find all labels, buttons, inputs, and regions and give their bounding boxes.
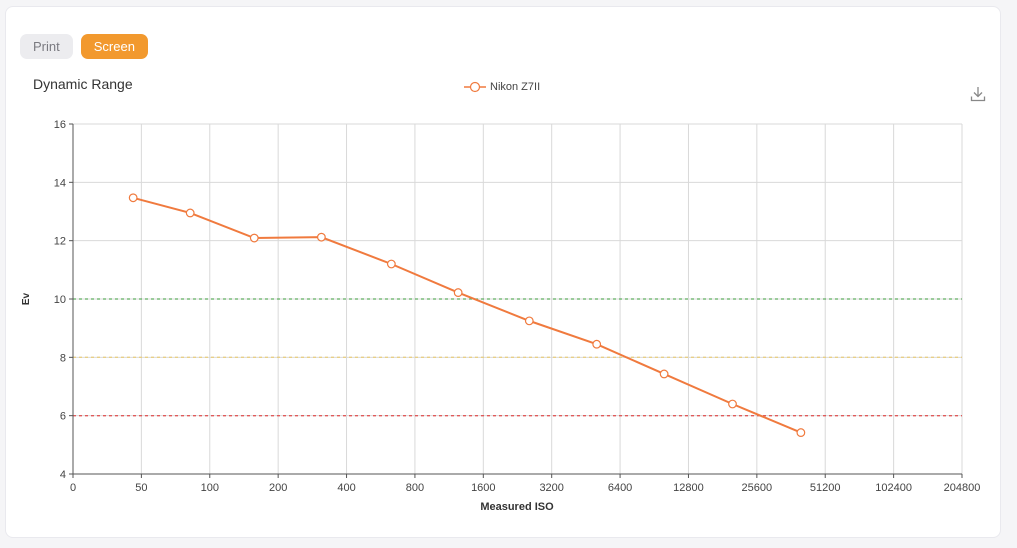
legend-label: Nikon Z7II: [490, 81, 541, 93]
tab-screen[interactable]: Screen: [80, 34, 148, 59]
chart-title: Dynamic Range: [33, 76, 133, 92]
tab-print[interactable]: Print: [20, 34, 73, 59]
chart-card: Print Screen Dynamic Range Nikon Z7II: [5, 6, 1001, 538]
legend-marker-icon: [464, 81, 486, 93]
download-icon[interactable]: [969, 85, 987, 103]
mode-tabs: Print Screen: [20, 34, 148, 59]
legend-item-nikon-z7ii[interactable]: Nikon Z7II: [464, 81, 540, 93]
